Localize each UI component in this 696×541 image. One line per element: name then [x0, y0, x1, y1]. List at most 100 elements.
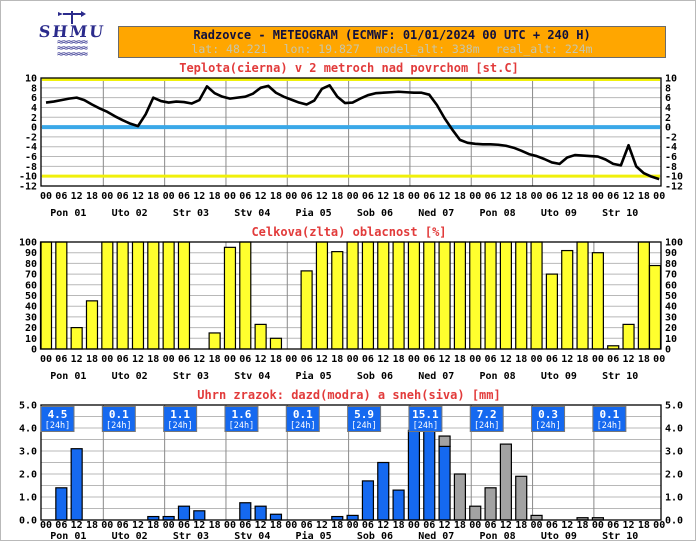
- time-label: 12: [500, 354, 512, 365]
- rain-bar: [423, 429, 436, 521]
- y-axis-label-right: 0: [665, 123, 671, 134]
- time-label: 06: [362, 354, 374, 365]
- time-label: 06: [178, 520, 190, 531]
- rain-bar: [407, 429, 421, 521]
- time-label: 12: [193, 354, 205, 365]
- daily-total-value: 1.1: [170, 408, 190, 421]
- time-label: 18: [209, 354, 221, 365]
- precipitation-chart: 5.0 5.04.0 4.03.0 3.02.0 2.01.0 1.00.0 0.000 06…: [19, 401, 683, 541]
- cloud-bar: [346, 241, 359, 350]
- time-label: 06: [423, 520, 435, 531]
- time-label: 06: [117, 191, 129, 202]
- time-label: 00: [653, 191, 665, 202]
- daily-total-badge: [531, 406, 566, 432]
- time-label: 12: [377, 520, 389, 531]
- time-label: 00: [592, 354, 604, 365]
- day-label: Str 10: [602, 371, 638, 382]
- cloud-bar: [300, 270, 313, 350]
- daily-total-value: 0.1: [109, 408, 129, 421]
- coord-lon: lon: 19.827: [283, 42, 360, 56]
- rain-bar: [269, 513, 283, 521]
- y-axis-label-right: 0.0: [665, 516, 683, 527]
- daily-total-unit: [24h]: [597, 421, 623, 431]
- daily-total-unit: [24h]: [106, 421, 132, 431]
- cloud-bar: [70, 327, 83, 350]
- time-label: 12: [71, 520, 83, 531]
- time-label: 00: [163, 354, 175, 365]
- time-label: 00: [347, 520, 359, 531]
- cloud-bar: [407, 241, 421, 350]
- cloud-bar: [101, 241, 114, 350]
- cloud-bar: [423, 241, 436, 350]
- daily-total-value: 15.1: [412, 408, 439, 421]
- time-label: 18: [331, 520, 343, 531]
- time-label: 00: [101, 354, 113, 365]
- day-label: Pia 05: [296, 207, 332, 219]
- y-axis-label-right: 6: [665, 93, 671, 104]
- time-label: 12: [255, 354, 267, 365]
- time-label: 12: [193, 520, 205, 531]
- temperature-chart-title: Teplota(cierna) v 2 metroch nad povrchom…: [179, 61, 519, 75]
- y-axis-label-right: 70: [665, 270, 677, 281]
- time-label: 12: [255, 520, 267, 531]
- daily-total-value: 0.1: [599, 408, 619, 421]
- time-label: 18: [638, 520, 650, 531]
- time-label: 06: [117, 354, 129, 365]
- time-label: 12: [377, 354, 389, 365]
- cloud-bar: [515, 241, 528, 350]
- time-label: 12: [439, 520, 451, 531]
- y-axis-label-right: 4: [665, 103, 671, 114]
- y-axis-label-left: 5.0: [19, 401, 37, 412]
- cloud-bar: [469, 241, 482, 350]
- cloud-bar: [254, 323, 267, 350]
- cloud-bar: [177, 241, 191, 350]
- day-label: Pia 05: [296, 530, 332, 541]
- y-axis-label-left: 70: [25, 270, 37, 281]
- cloudiness-chart-title: Celkova(zlta) oblacnost [%]: [251, 225, 447, 239]
- time-label: 12: [500, 191, 512, 202]
- y-axis-label-left: 0: [31, 345, 37, 356]
- day-label: Ned 07: [418, 208, 454, 219]
- y-axis-label-right: 40: [665, 302, 677, 313]
- y-axis-label-right: 10: [665, 334, 677, 345]
- daily-total-unit: [24h]: [167, 421, 193, 431]
- y-axis-label-right: 10: [665, 74, 677, 85]
- time-label: 06: [239, 354, 251, 365]
- rain-bar: [193, 510, 206, 521]
- time-label: 00: [408, 191, 420, 202]
- y-axis-label-left: 3.0: [19, 447, 37, 458]
- time-label: 00: [469, 354, 481, 365]
- time-label: 00: [347, 354, 359, 365]
- day-label: Uto 02: [112, 531, 148, 541]
- y-axis-label-left: 40: [25, 302, 37, 313]
- time-label: 00: [163, 520, 175, 531]
- daily-total-unit: [24h]: [413, 421, 439, 431]
- y-axis-label-left: -6: [25, 152, 37, 163]
- daily-total-badge: [40, 406, 75, 432]
- shmu-logo: SHMU ≈≈≈≈≈≈ ≈≈≈≈≈≈ ≈≈≈≈≈≈: [29, 11, 115, 60]
- day-label: Str 03: [173, 208, 209, 219]
- y-axis-label-left: 0: [31, 123, 37, 134]
- cloud-bar: [208, 332, 221, 350]
- y-axis-label-left: 4.0: [19, 424, 37, 435]
- daily-total-unit: [24h]: [229, 421, 255, 431]
- cloud-bar: [377, 241, 390, 350]
- cloud-bar: [591, 252, 604, 350]
- y-axis-label-right: -6: [665, 152, 677, 163]
- time-label: 06: [362, 191, 374, 202]
- time-label: 12: [316, 191, 328, 202]
- y-axis-label-left: 80: [25, 259, 37, 270]
- daily-total-badge: [285, 406, 320, 432]
- y-axis-label-left: 30: [25, 312, 37, 323]
- daily-total-value: 1.6: [232, 408, 252, 421]
- rain-bar: [177, 505, 191, 521]
- time-label: 06: [301, 520, 313, 531]
- daily-total-unit: [24h]: [535, 421, 561, 431]
- y-axis-label-left: 100: [19, 238, 37, 249]
- time-label: 00: [653, 354, 665, 365]
- cloud-bar: [331, 251, 344, 350]
- time-label: 00: [224, 520, 236, 531]
- y-axis-label-right: 0: [665, 345, 671, 356]
- snow-bar: [484, 487, 497, 521]
